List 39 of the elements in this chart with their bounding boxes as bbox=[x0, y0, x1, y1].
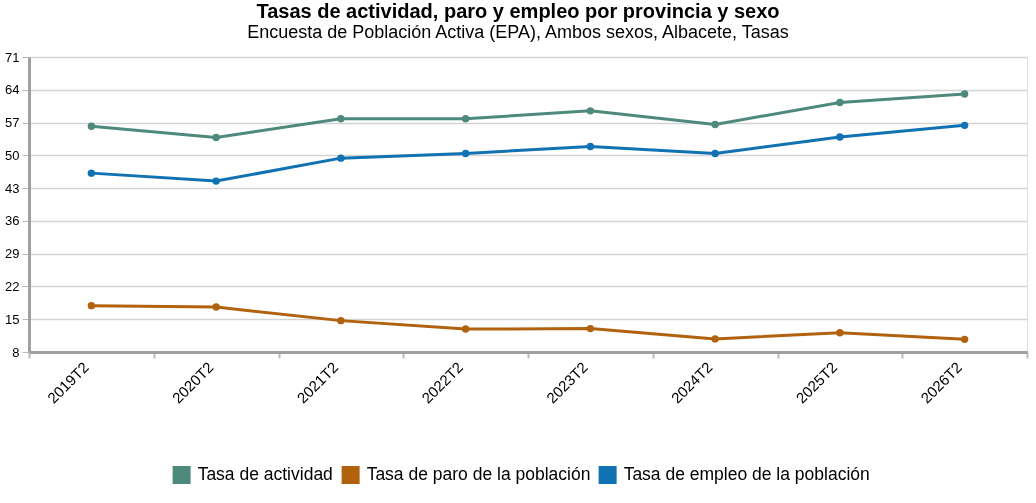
y-tick-label: 22 bbox=[5, 278, 20, 294]
chart-title: Tasas de actividad, paro y empleo por provincia y sexo bbox=[256, 0, 780, 22]
point bbox=[461, 115, 470, 123]
point bbox=[711, 335, 719, 343]
point bbox=[836, 329, 844, 337]
point bbox=[836, 133, 844, 141]
point bbox=[87, 122, 96, 130]
y-tick-label: 43 bbox=[5, 180, 20, 196]
point bbox=[586, 142, 595, 151]
legend-label: Tasa de empleo de la población bbox=[623, 464, 870, 484]
point bbox=[212, 303, 220, 311]
y-tick-label: 71 bbox=[5, 49, 20, 65]
point bbox=[586, 107, 595, 115]
point bbox=[711, 120, 719, 129]
legend-label: Tasa de actividad bbox=[197, 464, 333, 484]
point bbox=[836, 98, 844, 107]
point bbox=[960, 121, 969, 130]
point bbox=[212, 133, 220, 142]
point bbox=[337, 154, 345, 162]
point bbox=[87, 301, 96, 310]
point bbox=[212, 177, 220, 185]
legend-label: Tasa de paro de la población bbox=[366, 464, 591, 484]
point bbox=[337, 115, 345, 123]
point bbox=[711, 149, 719, 158]
y-tick-label: 29 bbox=[5, 246, 20, 262]
point bbox=[960, 335, 969, 344]
y-tick-label: 15 bbox=[5, 311, 20, 327]
point bbox=[461, 149, 470, 158]
point bbox=[87, 169, 96, 177]
y-tick-label: 57 bbox=[5, 115, 20, 131]
point bbox=[586, 324, 595, 333]
point bbox=[461, 325, 470, 333]
point bbox=[337, 316, 345, 325]
y-tick-label: 50 bbox=[5, 147, 20, 163]
y-tick-label: 36 bbox=[5, 213, 20, 229]
point bbox=[960, 90, 969, 98]
y-tick-label: 8 bbox=[12, 344, 20, 360]
y-tick-label: 64 bbox=[5, 82, 20, 98]
chart-subtitle: Encuesta de Población Activa (EPA), Ambos sexos, Albacete, Tasas bbox=[247, 22, 789, 42]
